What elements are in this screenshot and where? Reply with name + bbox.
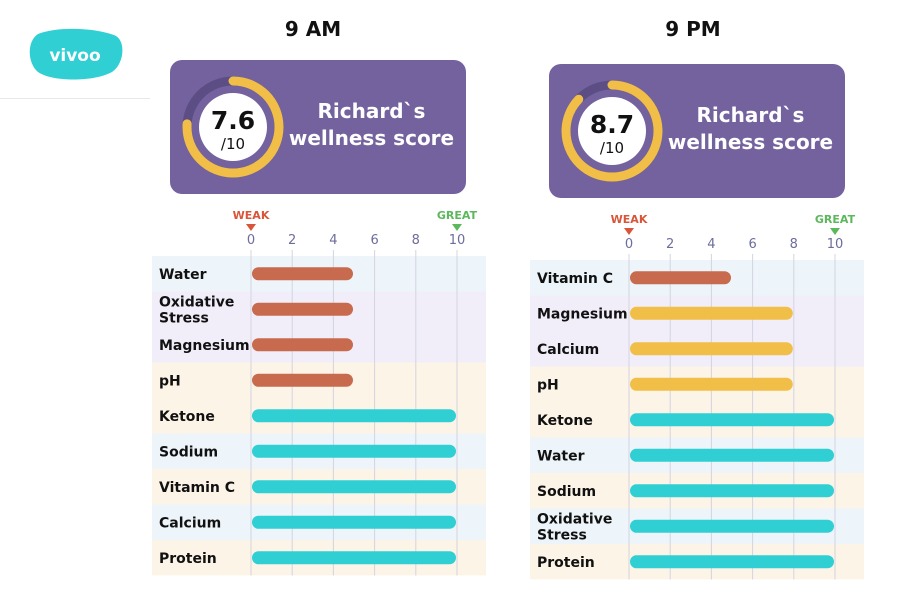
tick-label-pm: 10 bbox=[827, 237, 844, 252]
tick-label-pm: 8 bbox=[790, 237, 798, 252]
bar-chart-pm: 0 2 4 6 8 10 WEAK GREAT Vitamin C Magnesium Calciu… bbox=[530, 213, 864, 580]
logo-area: vivoo bbox=[0, 0, 150, 99]
category-label-pm: pH bbox=[537, 377, 559, 393]
wellness-card-pm: 8.7 /10 Richard`s wellness score bbox=[549, 64, 845, 198]
score-outof-am: /10 bbox=[221, 135, 245, 153]
great-label-pm: GREAT bbox=[815, 213, 856, 226]
card-title-line1-am: Richard`s bbox=[317, 99, 426, 123]
category-label-pm: Oxidative bbox=[537, 511, 612, 527]
tick-label-am: 6 bbox=[370, 233, 378, 248]
category-label-pm: Water bbox=[537, 448, 585, 464]
category-label-pm: Stress bbox=[537, 527, 587, 543]
category-label-am: Sodium bbox=[159, 444, 218, 460]
category-label-pm: Protein bbox=[537, 555, 595, 571]
bar-am bbox=[252, 373, 353, 387]
category-label-pm: Calcium bbox=[537, 342, 599, 358]
bar-pm bbox=[630, 484, 834, 498]
bar-pm bbox=[630, 271, 731, 285]
bar-pm bbox=[630, 306, 793, 320]
score-ring-pm: 8.7 /10 bbox=[561, 80, 663, 182]
bar-pm bbox=[630, 519, 834, 533]
score-disc-pm bbox=[578, 97, 646, 165]
bar-am bbox=[252, 267, 353, 281]
bar-am bbox=[252, 302, 353, 316]
category-label-pm: Ketone bbox=[537, 413, 593, 429]
category-label-am: Vitamin C bbox=[159, 480, 235, 496]
category-label-am: Oxidative bbox=[159, 294, 234, 310]
tick-label-am: 10 bbox=[449, 233, 466, 248]
tick-label-am: 8 bbox=[412, 233, 420, 248]
category-label-am: Stress bbox=[159, 310, 209, 326]
tick-label-am: 2 bbox=[288, 233, 296, 248]
bar-pm bbox=[630, 448, 834, 462]
time-label-am: 9 AM bbox=[284, 17, 342, 41]
score-outof-pm: /10 bbox=[600, 139, 624, 157]
tick-label-am: 4 bbox=[329, 233, 337, 248]
category-label-pm: Sodium bbox=[537, 484, 596, 500]
card-title-line2-am: wellness score bbox=[288, 126, 455, 150]
tick-label-pm: 2 bbox=[666, 237, 674, 252]
score-disc-am bbox=[199, 93, 267, 161]
score-arc-am bbox=[182, 76, 284, 178]
category-label-pm: Vitamin C bbox=[537, 271, 613, 287]
category-label-am: Calcium bbox=[159, 515, 221, 531]
category-label-am: pH bbox=[159, 373, 181, 389]
card-title-line1-pm: Richard`s bbox=[696, 103, 805, 127]
bar-am bbox=[252, 480, 456, 494]
great-marker-icon bbox=[452, 224, 462, 231]
category-label-am: Magnesium bbox=[159, 338, 250, 354]
bar-pm bbox=[630, 342, 793, 356]
great-label-am: GREAT bbox=[437, 209, 478, 222]
weak-marker-icon bbox=[624, 228, 634, 235]
card-title-line2-pm: wellness score bbox=[667, 130, 834, 154]
bar-am bbox=[252, 551, 456, 565]
bar-am bbox=[252, 338, 353, 352]
tick-label-pm: 0 bbox=[625, 237, 633, 252]
bar-pm bbox=[630, 413, 834, 427]
score-value-pm: 8.7 bbox=[590, 110, 634, 139]
weak-label-am: WEAK bbox=[233, 209, 270, 222]
score-arc-pm bbox=[561, 80, 663, 182]
bar-am bbox=[252, 515, 456, 529]
card-title-am: Richard`s wellness score bbox=[284, 98, 459, 152]
tick-label-pm: 6 bbox=[748, 237, 756, 252]
category-label-pm: Magnesium bbox=[537, 306, 628, 322]
category-label-am: Ketone bbox=[159, 409, 215, 425]
bar-am bbox=[252, 409, 456, 423]
great-marker-icon bbox=[830, 228, 840, 235]
category-label-am: Water bbox=[159, 267, 207, 283]
tick-label-pm: 4 bbox=[707, 237, 715, 252]
score-ring-am: 7.6 /10 bbox=[182, 76, 284, 178]
weak-label-pm: WEAK bbox=[611, 213, 648, 226]
time-label-pm: 9 PM bbox=[665, 17, 721, 41]
bar-am bbox=[252, 444, 456, 458]
logo-text: vivoo bbox=[49, 46, 100, 66]
wellness-card-am: 7.6 /10 Richard`s wellness score bbox=[170, 60, 466, 194]
weak-marker-icon bbox=[246, 224, 256, 231]
score-value-am: 7.6 bbox=[211, 106, 255, 135]
card-title-pm: Richard`s wellness score bbox=[663, 102, 838, 156]
tick-label-am: 0 bbox=[247, 233, 255, 248]
category-label-am: Protein bbox=[159, 551, 217, 567]
bar-pm bbox=[630, 555, 834, 569]
vivoo-logo: vivoo bbox=[29, 28, 123, 80]
bar-pm bbox=[630, 377, 793, 391]
